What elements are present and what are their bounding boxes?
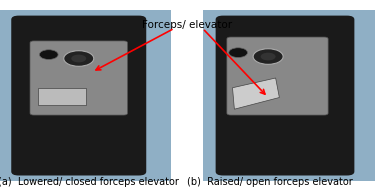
FancyBboxPatch shape: [216, 16, 354, 176]
FancyBboxPatch shape: [227, 37, 328, 115]
Polygon shape: [232, 78, 279, 109]
Circle shape: [261, 53, 276, 60]
Circle shape: [64, 51, 94, 66]
Bar: [0, 10, 171, 181]
Bar: [202, 10, 375, 181]
Text: (b)  Raised/ open forceps elevator: (b) Raised/ open forceps elevator: [187, 177, 353, 187]
Circle shape: [39, 50, 58, 59]
FancyBboxPatch shape: [11, 16, 146, 176]
Text: Forceps/ elevator: Forceps/ elevator: [142, 20, 232, 30]
Polygon shape: [38, 88, 86, 105]
Bar: [171, 0, 202, 195]
Circle shape: [253, 49, 283, 64]
Circle shape: [229, 48, 248, 58]
FancyBboxPatch shape: [30, 41, 128, 115]
Circle shape: [71, 55, 86, 62]
Text: (a)  Lowered/ closed forceps elevator: (a) Lowered/ closed forceps elevator: [0, 177, 178, 187]
